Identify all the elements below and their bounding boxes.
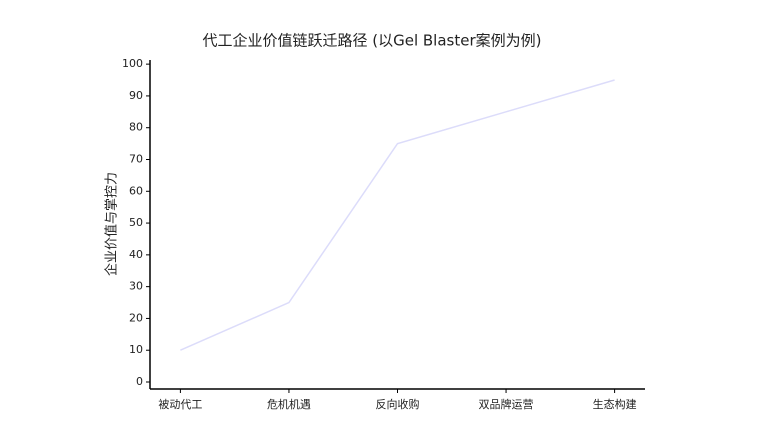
y-tick-label: 0 bbox=[136, 375, 143, 388]
data-line bbox=[180, 79, 615, 351]
y-axis-label: 企业价值与掌控力 bbox=[104, 172, 120, 276]
y-tick-label: 50 bbox=[129, 216, 143, 229]
y-tick-label: 10 bbox=[129, 343, 143, 356]
y-tick-label: 20 bbox=[129, 311, 143, 324]
y-tick-label: 90 bbox=[129, 89, 143, 102]
y-tick-label: 40 bbox=[129, 248, 143, 261]
y-tick-label: 30 bbox=[129, 280, 143, 293]
x-tick-label: 双品牌运营 bbox=[479, 397, 534, 411]
x-tick-label: 生态构建 bbox=[593, 397, 637, 411]
x-tick-label: 反向收购 bbox=[376, 397, 420, 411]
y-tick-label: 60 bbox=[129, 184, 143, 197]
y-tick-label: 70 bbox=[129, 152, 143, 165]
x-tick-label: 危机机遇 bbox=[267, 397, 311, 411]
y-tick-label: 100 bbox=[122, 57, 143, 70]
x-tick-label: 被动代工 bbox=[158, 398, 202, 411]
y-tick-label: 80 bbox=[129, 121, 143, 134]
chart-title: 代工企业价值链跃迁路径 (以Gel Blaster案例为例) bbox=[202, 32, 541, 50]
